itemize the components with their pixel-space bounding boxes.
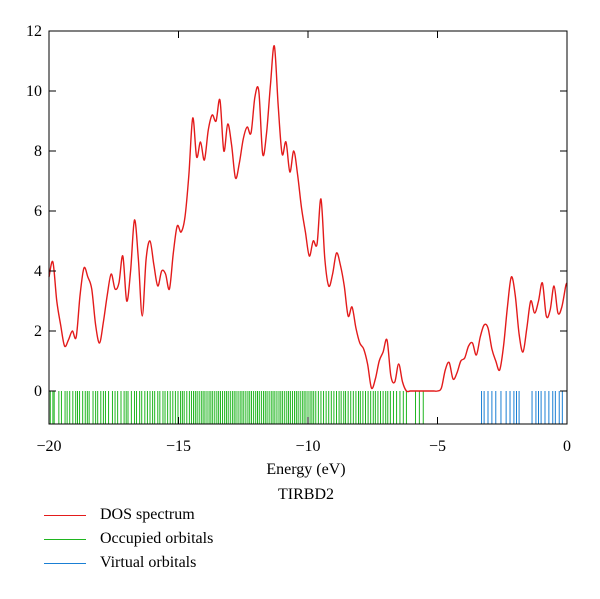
legend-item-occupied: Occupied orbitals <box>44 527 213 551</box>
y-tick-label: 10 <box>26 83 42 100</box>
x-axis-title: Energy (eV) <box>266 461 345 478</box>
y-tick-label: 8 <box>34 143 42 160</box>
legend-label-occupied: Occupied orbitals <box>100 530 214 547</box>
legend-item-virtual: Virtual orbitals <box>44 551 213 575</box>
chart-subtitle: TIRBD2 <box>278 486 334 503</box>
dos-spectrum-line <box>48 45 568 393</box>
x-tick-label: −20 <box>36 438 61 455</box>
y-tick-label: 0 <box>34 383 42 400</box>
legend-label-virtual: Virtual orbitals <box>100 554 197 571</box>
occupied-orbital-lines <box>49 391 424 424</box>
legend-item-dos: DOS spectrum <box>44 503 213 527</box>
x-tick-label: −5 <box>429 438 446 455</box>
x-axis: −20 −15 −10 −5 0 <box>36 31 571 455</box>
y-tick-label: 2 <box>34 323 42 340</box>
x-tick-label: −15 <box>166 438 191 455</box>
legend-label-dos: DOS spectrum <box>100 506 195 523</box>
y-axis: 0 2 4 6 8 10 12 <box>26 23 567 400</box>
y-tick-label: 6 <box>34 203 42 220</box>
y-tick-label: 4 <box>34 263 42 280</box>
x-tick-label: 0 <box>563 438 571 455</box>
x-tick-label: −10 <box>295 438 320 455</box>
legend: DOS spectrum Occupied orbitals Virtual o… <box>44 503 213 575</box>
virtual-legend-swatch <box>44 562 86 564</box>
occupied-legend-swatch <box>44 538 86 540</box>
virtual-orbital-lines <box>481 391 563 424</box>
dos-legend-swatch <box>44 514 86 516</box>
y-tick-label: 12 <box>26 23 42 40</box>
plot-frame <box>48 30 568 425</box>
